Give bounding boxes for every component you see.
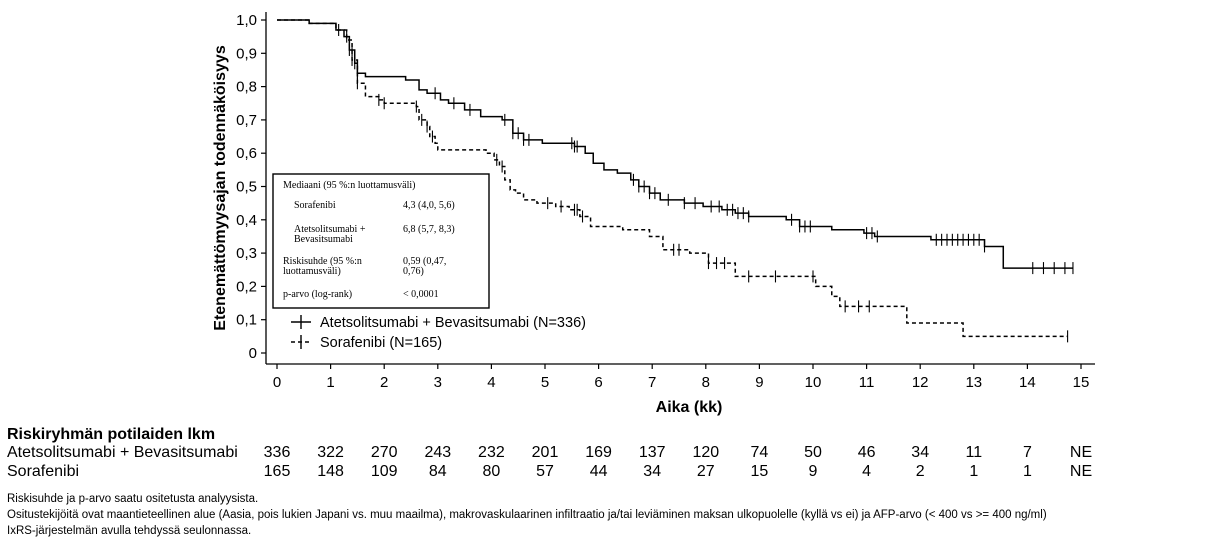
x-tick-label: 6 bbox=[594, 374, 602, 391]
y-tick-label: 0,7 bbox=[236, 112, 257, 129]
y-tick-label: 0,2 bbox=[236, 278, 257, 295]
stats-row-1-label: Sorafenibi bbox=[294, 200, 336, 211]
x-tick-label: 0 bbox=[273, 374, 281, 391]
stats-row-2-label-b: Bevasitsumabi bbox=[294, 234, 353, 245]
x-tick-label: 2 bbox=[380, 374, 388, 391]
stats-row-3-label-b: luottamusväli) bbox=[283, 266, 341, 277]
km-curves bbox=[277, 19, 1074, 343]
y-tick-label: 0,8 bbox=[236, 79, 257, 96]
stats-row-4-value: < 0,0001 bbox=[403, 289, 439, 300]
risk-count: 2 bbox=[915, 463, 925, 480]
risk-count: 27 bbox=[696, 463, 715, 480]
x-tick-label: 7 bbox=[648, 374, 656, 391]
stats-row-4-label: p-arvo (log-rank) bbox=[283, 289, 352, 300]
stats-box: Mediaani (95 %:n luottamusväli) Sorafeni… bbox=[272, 173, 490, 309]
y-tick-label: 0,6 bbox=[236, 145, 257, 162]
y-tick-label: 0,1 bbox=[236, 312, 257, 329]
risk-count: 243 bbox=[424, 444, 452, 461]
x-tick-label: 15 bbox=[1073, 374, 1090, 391]
axes: 0 1 2 3 4 5 6 7 8 9 10 11 12 13 14 1500,10,20,30,40,50,… bbox=[212, 12, 1095, 416]
risk-count: NE bbox=[1069, 444, 1093, 461]
risk-count: 137 bbox=[638, 444, 666, 461]
risk-count: 46 bbox=[857, 444, 876, 461]
risk-count: 1 bbox=[969, 463, 979, 480]
risk-count: 165 bbox=[263, 463, 291, 480]
x-tick-label: 10 bbox=[805, 374, 822, 391]
y-axis-title: Etenemättömyysajan todennäköisyys bbox=[212, 45, 229, 331]
risk-count: 80 bbox=[482, 463, 501, 480]
legend-marker-sorafenib bbox=[291, 335, 311, 349]
risk-count: 50 bbox=[804, 444, 822, 461]
risk-count: 74 bbox=[750, 444, 769, 461]
risk-count: 84 bbox=[428, 463, 447, 480]
risk-count: 44 bbox=[589, 463, 608, 480]
risk-count: NE bbox=[1069, 463, 1093, 480]
risk-count: 336 bbox=[263, 444, 291, 461]
risk-row-label: Sorafenibi bbox=[7, 463, 80, 480]
risk-row-label: Atetsolitsumabi + Bevasitsumabi bbox=[7, 444, 238, 461]
footnote-3: IxRS-järjestelmän avulla tehdyssä seulon… bbox=[7, 525, 252, 537]
risk-count: 1 bbox=[1022, 463, 1032, 480]
stats-row-3-label-a: Riskisuhde (95 %:n bbox=[283, 256, 362, 267]
footnote-2: Ositustekijöitä ovat maantieteellinen al… bbox=[7, 509, 1047, 521]
risk-count: 270 bbox=[370, 444, 398, 461]
legend-label-atezo-bev: Atetsolitsumabi + Bevasitsumabi (N=336) bbox=[320, 315, 586, 331]
km-chart: 0 1 2 3 4 5 6 7 8 9 10 11 12 13 14 1500,10,20,30,40,50,… bbox=[212, 12, 1095, 416]
risk-count: 201 bbox=[531, 444, 559, 461]
x-tick-label: 4 bbox=[487, 374, 495, 391]
y-tick-label: 0,5 bbox=[236, 179, 257, 196]
stats-row-1-value: 4,3 (4,0, 5,6) bbox=[403, 200, 455, 211]
x-tick-label: 12 bbox=[912, 374, 929, 391]
risk-count: 15 bbox=[750, 463, 769, 480]
risk-row: Atetsolitsumabi + Bevasitsumabi 336 322 270… bbox=[0, 444, 1206, 463]
legend-marker-atezo-bev bbox=[291, 315, 311, 329]
legend: Atetsolitsumabi + Bevasitsumabi (N=336) … bbox=[291, 315, 586, 351]
x-axis-title: Aika (kk) bbox=[656, 399, 723, 416]
risk-count: 34 bbox=[643, 463, 662, 480]
stats-box-title: Mediaani (95 %:n luottamusväli) bbox=[283, 180, 415, 191]
risk-count: 4 bbox=[862, 463, 872, 480]
risk-count: 232 bbox=[478, 444, 505, 461]
risk-count: 57 bbox=[536, 463, 554, 480]
stats-row-3-value-a: 0,59 (0,47, bbox=[403, 256, 446, 267]
y-tick-label: 0,9 bbox=[236, 45, 257, 62]
risk-count: 120 bbox=[692, 444, 720, 461]
risk-count: 109 bbox=[370, 463, 398, 480]
risk-table-title: Riskiryhmän potilaiden lkm bbox=[7, 426, 216, 443]
risk-count: 11 bbox=[965, 444, 983, 461]
stats-row-3-value-b: 0,76) bbox=[403, 266, 424, 277]
x-tick-label: 13 bbox=[965, 374, 982, 391]
y-tick-label: 0,4 bbox=[236, 212, 257, 229]
risk-count: 322 bbox=[317, 444, 344, 461]
legend-label-sorafenib: Sorafenibi (N=165) bbox=[320, 335, 442, 351]
x-tick-label: 11 bbox=[859, 374, 875, 391]
x-tick-label: 3 bbox=[434, 374, 442, 391]
stats-row-2-value: 6,8 (5,7, 8,3) bbox=[403, 224, 455, 235]
risk-count: 169 bbox=[585, 444, 612, 461]
stats-box-frame bbox=[272, 173, 490, 309]
x-tick-label: 1 bbox=[326, 374, 334, 391]
y-tick-label: 0 bbox=[249, 345, 257, 362]
risk-count: 34 bbox=[911, 444, 930, 461]
x-tick-label: 8 bbox=[702, 374, 710, 391]
risk-count: 7 bbox=[1022, 444, 1032, 461]
footnote-1: Riskisuhde ja p-arvo saatu ositetusta an… bbox=[7, 493, 259, 505]
risk-row: Sorafenibi 165 148 109 84 80 57 44 34 27 15 9 4 2 1 1 NE bbox=[0, 463, 1206, 482]
y-tick-label: 0,3 bbox=[236, 245, 257, 262]
y-tick-label: 1,0 bbox=[236, 12, 257, 29]
x-tick-label: 9 bbox=[755, 374, 763, 391]
risk-count: 148 bbox=[317, 463, 344, 480]
x-tick-label: 14 bbox=[1019, 374, 1036, 391]
risk-count: 9 bbox=[808, 463, 818, 480]
x-tick-label: 5 bbox=[541, 374, 549, 391]
stats-row-2-label-a: Atetsolitsumabi + bbox=[294, 224, 366, 235]
